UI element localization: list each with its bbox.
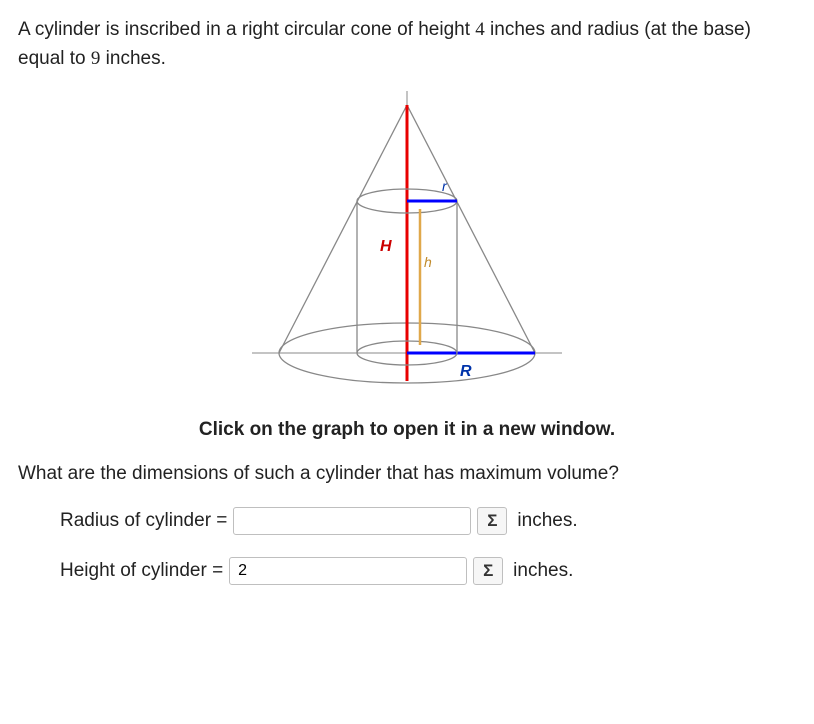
cone-radius-value: 9 <box>91 48 101 69</box>
radius-unit: inches. <box>517 510 577 532</box>
height-label: Height of cylinder = <box>60 560 223 582</box>
radius-answer-row: Radius of cylinder = Σ inches. <box>18 507 796 535</box>
R-axis-label: R <box>460 363 472 380</box>
problem-post: inches. <box>100 48 165 69</box>
radius-input[interactable] <box>233 507 471 535</box>
cone-height-value: 4 <box>475 19 485 40</box>
sigma-button-radius[interactable]: Σ <box>477 507 507 535</box>
problem-text: A cylinder is inscribed in a right circu… <box>18 16 796 73</box>
r-label: r <box>442 178 448 194</box>
h-label: h <box>424 254 432 270</box>
diagram-caption: Click on the graph to open it in a new w… <box>18 419 796 441</box>
height-input[interactable] <box>229 557 467 585</box>
cone-cylinder-diagram[interactable]: H R r h <box>18 91 796 401</box>
sigma-button-height[interactable]: Σ <box>473 557 503 585</box>
height-unit: inches. <box>513 560 573 582</box>
problem-pre: A cylinder is inscribed in a right circu… <box>18 19 475 40</box>
radius-label: Radius of cylinder = <box>60 510 227 532</box>
H-axis-label: H <box>380 238 392 255</box>
height-answer-row: Height of cylinder = Σ inches. <box>18 557 796 585</box>
question-text: What are the dimensions of such a cylind… <box>18 463 796 485</box>
